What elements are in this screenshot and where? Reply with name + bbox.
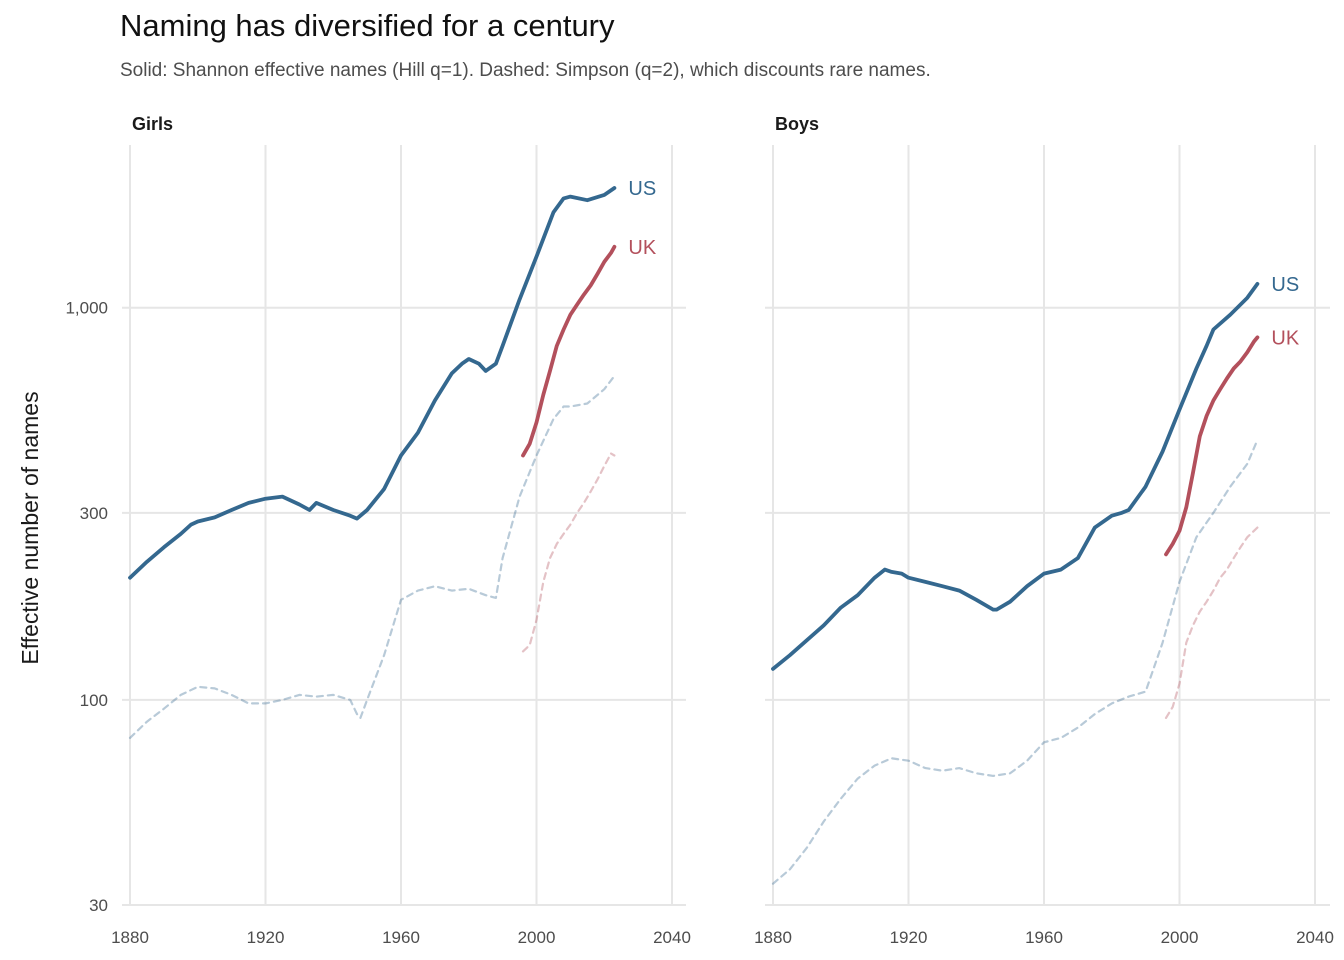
panel-title-girls: Girls <box>132 114 173 134</box>
panel-title-boys: Boys <box>775 114 819 134</box>
x-tick-label-girls-1880: 1880 <box>111 928 149 947</box>
x-tick-label-boys-1960: 1960 <box>1025 928 1063 947</box>
series-line-boys-us-shannon <box>771 282 1260 671</box>
chart-subtitle: Solid: Shannon effective names (Hill q=1… <box>120 60 931 81</box>
series-label-boys-uk: UK <box>1271 327 1299 349</box>
y-tick-label-300: 300 <box>80 504 108 523</box>
series-label-boys-us: US <box>1271 274 1299 296</box>
x-tick-label-girls-1920: 1920 <box>247 928 285 947</box>
series-line-boys-uk-simpson <box>1164 526 1259 719</box>
x-tick-label-girls-2000: 2000 <box>518 928 556 947</box>
series-line-girls-us-simpson <box>128 374 616 739</box>
series-line-boys-us-simpson <box>771 438 1259 885</box>
series-line-girls-us-shannon <box>128 186 617 580</box>
x-tick-label-boys-1920: 1920 <box>890 928 928 947</box>
chart-title: Naming has diversified for a century <box>120 8 615 43</box>
series-label-girls-uk: UK <box>628 237 656 259</box>
series-line-girls-uk-shannon <box>521 244 617 458</box>
series-label-girls-us: US <box>628 178 656 200</box>
y-tick-label-30: 30 <box>89 896 108 915</box>
x-tick-label-girls-2040: 2040 <box>653 928 691 947</box>
y-axis-title: Effective number of names <box>17 391 43 664</box>
y-tick-label-1000: 1,000 <box>65 299 108 318</box>
x-tick-label-girls-1960: 1960 <box>382 928 420 947</box>
series-line-girls-uk-simpson <box>521 452 616 653</box>
series-line-boys-uk-shannon <box>1164 335 1260 557</box>
x-tick-label-boys-2040: 2040 <box>1296 928 1334 947</box>
x-tick-label-boys-2000: 2000 <box>1161 928 1199 947</box>
y-tick-label-100: 100 <box>80 691 108 710</box>
x-tick-label-boys-1880: 1880 <box>754 928 792 947</box>
